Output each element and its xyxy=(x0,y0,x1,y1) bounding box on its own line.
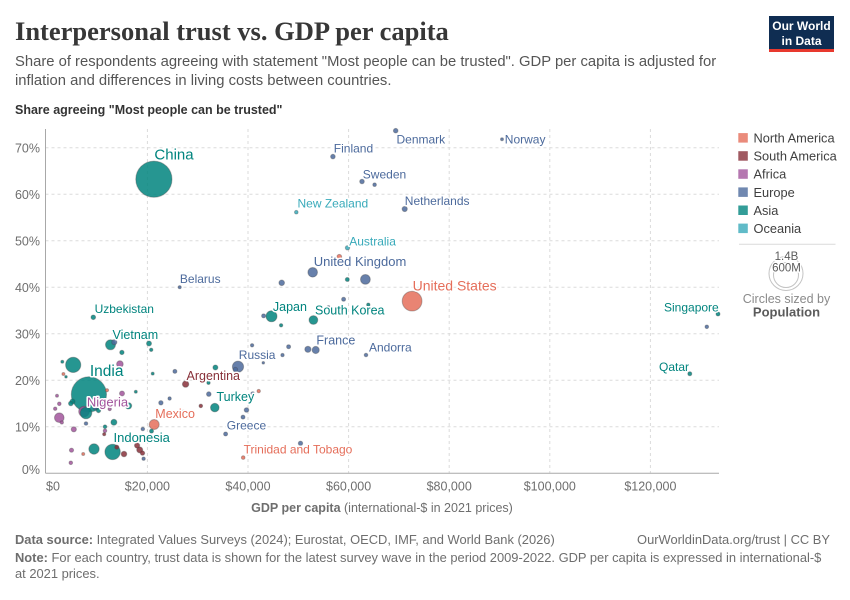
svg-text:$40,000: $40,000 xyxy=(225,479,270,493)
svg-text:Africa: Africa xyxy=(754,167,788,182)
svg-text:Australia: Australia xyxy=(349,235,396,249)
svg-text:GDP per capita (international-: GDP per capita (international-$ in 2021 … xyxy=(251,501,513,515)
svg-text:70%: 70% xyxy=(15,142,40,156)
svg-text:$80,000: $80,000 xyxy=(427,479,472,493)
svg-text:Sweden: Sweden xyxy=(363,167,406,181)
svg-text:Indonesia: Indonesia xyxy=(114,430,171,445)
svg-text:Belarus: Belarus xyxy=(180,272,221,286)
svg-text:40%: 40% xyxy=(15,281,40,295)
svg-text:Trinidad and Tobago: Trinidad and Tobago xyxy=(244,443,353,457)
svg-text:Russia: Russia xyxy=(239,348,276,362)
svg-text:Circles sized by: Circles sized by xyxy=(743,292,831,306)
svg-text:India: India xyxy=(90,363,124,380)
svg-text:$120,000: $120,000 xyxy=(624,479,676,493)
svg-text:Oceania: Oceania xyxy=(754,221,803,236)
svg-text:$0: $0 xyxy=(46,479,60,493)
svg-text:United Kingdom: United Kingdom xyxy=(314,254,407,269)
svg-text:1.4B: 1.4B xyxy=(775,251,799,263)
svg-text:United States: United States xyxy=(413,278,497,294)
svg-text:600M: 600M xyxy=(772,262,801,274)
svg-text:Finland: Finland xyxy=(334,142,373,156)
svg-text:Vietnam: Vietnam xyxy=(113,328,159,342)
svg-text:50%: 50% xyxy=(15,235,40,249)
svg-text:South America: South America xyxy=(754,149,838,164)
svg-text:60%: 60% xyxy=(15,188,40,202)
svg-text:$60,000: $60,000 xyxy=(326,479,371,493)
svg-text:Population: Population xyxy=(753,305,820,320)
svg-text:Asia: Asia xyxy=(754,203,780,218)
svg-text:South Korea: South Korea xyxy=(315,304,385,318)
svg-text:North America: North America xyxy=(754,131,836,146)
svg-text:Singapore: Singapore xyxy=(664,301,719,315)
svg-text:10%: 10% xyxy=(15,421,40,435)
svg-text:Mexico: Mexico xyxy=(155,407,195,421)
svg-text:Qatar: Qatar xyxy=(659,360,689,374)
svg-text:Turkey: Turkey xyxy=(217,390,255,404)
svg-text:Argentina: Argentina xyxy=(187,369,241,383)
svg-text:Andorra: Andorra xyxy=(369,340,412,354)
svg-text:Nigeria: Nigeria xyxy=(87,395,129,410)
svg-text:New Zealand: New Zealand xyxy=(298,197,369,211)
svg-text:Europe: Europe xyxy=(754,185,795,200)
svg-text:Denmark: Denmark xyxy=(397,133,447,147)
svg-text:Uzbekistan: Uzbekistan xyxy=(95,302,154,316)
svg-text:Netherlands: Netherlands xyxy=(405,194,470,208)
svg-text:France: France xyxy=(316,333,355,347)
svg-text:20%: 20% xyxy=(15,374,40,388)
svg-text:China: China xyxy=(154,147,194,164)
svg-text:30%: 30% xyxy=(15,328,40,342)
svg-text:Norway: Norway xyxy=(505,132,546,146)
svg-text:Japan: Japan xyxy=(273,300,307,314)
svg-text:$20,000: $20,000 xyxy=(125,479,170,493)
svg-text:0%: 0% xyxy=(22,463,40,477)
svg-text:Greece: Greece xyxy=(227,419,267,433)
svg-text:$100,000: $100,000 xyxy=(524,479,576,493)
